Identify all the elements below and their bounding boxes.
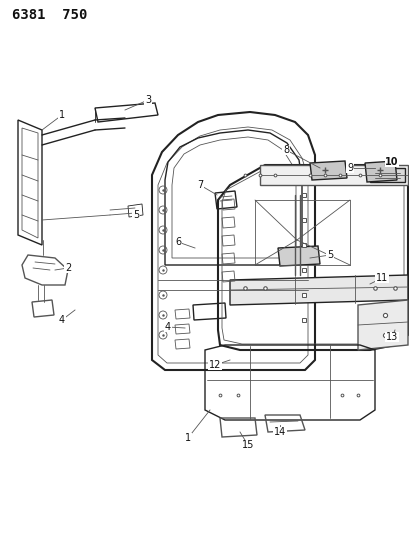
Text: 1: 1 [59, 110, 65, 120]
Text: 13: 13 [385, 332, 397, 342]
Text: 5: 5 [326, 250, 332, 260]
Polygon shape [364, 161, 396, 182]
Text: 5: 5 [133, 210, 139, 220]
Text: 8: 8 [282, 145, 288, 155]
Text: 2: 2 [65, 263, 71, 273]
Text: 6: 6 [175, 237, 181, 247]
Text: 9: 9 [346, 163, 352, 173]
Text: 10: 10 [384, 157, 398, 167]
Text: 4: 4 [59, 315, 65, 325]
Polygon shape [309, 161, 346, 180]
Polygon shape [277, 246, 319, 266]
Text: 1: 1 [184, 433, 191, 443]
Text: 6381  750: 6381 750 [12, 8, 87, 22]
Polygon shape [259, 165, 407, 185]
Text: 4: 4 [164, 322, 171, 332]
Polygon shape [357, 300, 407, 350]
Text: 3: 3 [145, 95, 151, 105]
Text: 14: 14 [273, 427, 285, 437]
Text: 11: 11 [375, 273, 387, 283]
Text: 15: 15 [241, 440, 254, 450]
Polygon shape [229, 275, 407, 305]
Text: 12: 12 [208, 360, 220, 370]
Text: 7: 7 [196, 180, 202, 190]
Polygon shape [369, 168, 404, 182]
